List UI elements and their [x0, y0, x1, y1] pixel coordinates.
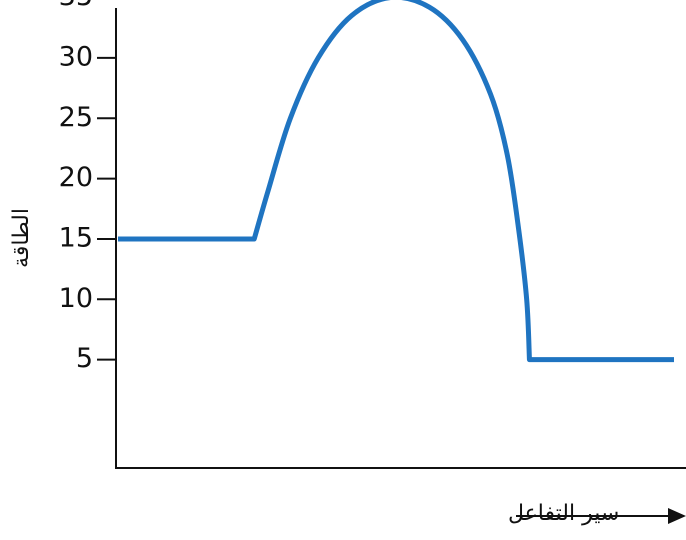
y-tick-label-20: 20	[59, 162, 93, 193]
y-axis-ticks	[97, 56, 116, 361]
y-tick-label-30: 30	[59, 41, 93, 72]
y-tick-label-5: 5	[76, 343, 93, 374]
y-tick-label-15: 15	[59, 222, 93, 253]
energy-curve	[118, 0, 674, 363]
y-tick-label-10: 10	[59, 283, 93, 314]
y-tick-label-25: 25	[59, 102, 93, 133]
x-axis-arrow-head	[668, 508, 686, 524]
y-axis-tick-labels: 5 10 15 20 25 30 35	[59, 0, 93, 374]
y-tick-label-35: 35	[59, 0, 93, 12]
y-axis-label: الطاقة	[9, 208, 34, 268]
x-axis-label: سير التفاعل	[508, 501, 619, 526]
